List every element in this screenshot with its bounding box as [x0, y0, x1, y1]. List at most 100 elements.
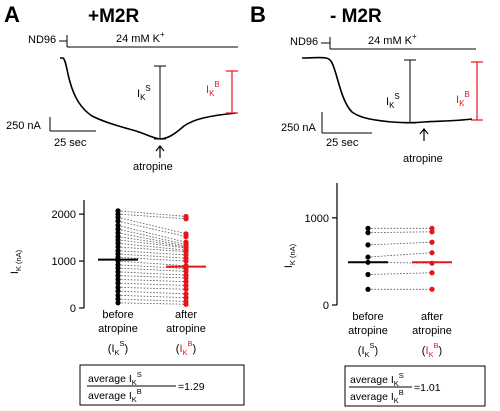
panel-a-atropine-label: atropine	[133, 161, 173, 173]
before-point	[115, 222, 121, 228]
category-label: atropine	[412, 325, 452, 337]
pair-connector-line	[117, 213, 187, 220]
pair-connector-line	[367, 231, 433, 234]
category-symbol-base: I	[361, 345, 364, 357]
before-point	[115, 230, 121, 236]
category-symbol: (IKB)	[176, 339, 196, 357]
y-axis-title: IK (nA)	[9, 249, 23, 274]
pair-connector-line	[367, 241, 433, 246]
before-point	[365, 254, 371, 260]
after-point	[183, 291, 189, 297]
y-tick-label: 1000	[305, 213, 329, 225]
pair-connector-line	[117, 232, 187, 247]
pair-connector-line	[117, 294, 187, 299]
panel-a-scale-time: 25 sec	[54, 137, 87, 149]
category-symbol-sub: K	[429, 350, 434, 359]
category-symbol-paren: (	[358, 345, 362, 357]
after-point	[183, 286, 189, 292]
category-label: atropine	[348, 325, 388, 337]
pair-connector-line	[117, 210, 187, 217]
panel-b-ratio-denominator: average IKB	[350, 388, 404, 405]
category-symbol: (IKS)	[108, 339, 128, 357]
panel-a-scale-current: 250 nA	[6, 120, 42, 132]
pair-connector-line	[117, 298, 187, 302]
category-symbol-paren: )	[125, 343, 129, 355]
panel-a-ratio-frame	[79, 364, 245, 406]
panel-a-scatter-chart: 0 1000 2000 IK (nA) before atropine (IKS) after…	[9, 200, 206, 357]
category-symbol-sub: K	[183, 348, 188, 357]
panel-a-trace: A +M2R ND96 24 mM K+ IKS IKB 250 nA 25 s…	[4, 2, 238, 173]
category-symbol: (IKB)	[422, 341, 442, 359]
panel-b-atropine-arrow	[419, 128, 429, 141]
before-point	[115, 276, 121, 282]
category-symbol-paren: )	[439, 345, 443, 357]
before-point	[115, 244, 121, 250]
before-point	[365, 225, 371, 231]
pair-connector-line	[117, 275, 187, 279]
panel-a-ikb-label: IKB	[206, 80, 220, 98]
panel-b-iks-label: IKS	[386, 92, 400, 110]
before-point	[115, 240, 121, 246]
panel-a-atropine-arrow	[155, 145, 165, 158]
y-tick-label: 1000	[52, 256, 76, 268]
panel-a-title: +M2R	[88, 6, 139, 27]
category-symbol-sup: B	[188, 339, 193, 348]
y-axis-title-sub: K (nA)	[288, 243, 297, 265]
pair-connector-line	[117, 228, 187, 245]
panel-b-atropine-label: atropine	[403, 153, 443, 165]
before-point	[365, 242, 371, 248]
before-point	[115, 254, 121, 260]
after-point	[429, 286, 435, 292]
before-point	[115, 292, 121, 298]
y-axis-title-base: I	[9, 271, 21, 274]
panel-a-current-trace	[60, 57, 237, 140]
panel-a-solution-left: ND96	[28, 34, 56, 46]
pair-connector-line	[117, 302, 187, 305]
panel-b-ratio-numerator: average IKS	[350, 371, 404, 388]
before-point	[365, 286, 371, 292]
y-tick-label: 2000	[52, 209, 76, 221]
before-point	[115, 288, 121, 294]
pair-connector-line	[117, 282, 187, 286]
after-point	[183, 268, 189, 274]
pair-connector-line	[117, 220, 187, 238]
category-symbol-base: I	[111, 343, 114, 355]
category-symbol-paren: (	[108, 343, 112, 355]
category-label: before	[102, 309, 133, 321]
category-symbol-sub: K	[115, 348, 120, 357]
after-point	[183, 282, 189, 289]
panel-a-ratio-numerator: average IKS	[88, 370, 142, 387]
pair-connector-line	[117, 236, 187, 248]
category-symbol-paren: (	[422, 345, 426, 357]
panel-b-trace: B - M2R ND96 24 mM K+ IKS IKB 250 nA 25 …	[250, 2, 483, 165]
category-label: atropine	[166, 323, 206, 335]
before-point	[115, 214, 121, 220]
before-point	[365, 271, 371, 278]
panel-b-ratio-box: average IKS average IKB =1.01	[344, 365, 486, 407]
category-symbol: (IKS)	[358, 341, 378, 359]
panel-b-letter: B	[250, 2, 266, 27]
before-point	[115, 226, 121, 232]
panel-a-iks-label: IKS	[137, 84, 151, 102]
after-point	[429, 239, 435, 245]
after-point	[183, 258, 189, 264]
before-point	[115, 265, 121, 271]
panel-a-ratio-value: =1.29	[178, 381, 205, 393]
before-point	[365, 230, 371, 236]
panel-b-scale-time: 25 sec	[326, 137, 359, 149]
category-symbol-paren: (	[176, 343, 180, 355]
category-symbol-sup: S	[370, 341, 375, 350]
category-label: atropine	[98, 323, 138, 335]
pair-connector-line	[117, 224, 187, 243]
y-tick-label: 0	[70, 303, 76, 315]
after-point	[183, 301, 189, 307]
after-point	[183, 275, 189, 281]
category-symbol-base: I	[179, 343, 182, 355]
pair-connector-line	[117, 290, 187, 295]
y-axis-title-base: I	[283, 265, 295, 268]
category-label: after	[175, 309, 197, 321]
after-point	[183, 216, 189, 222]
y-tick-label: 0	[323, 300, 329, 312]
